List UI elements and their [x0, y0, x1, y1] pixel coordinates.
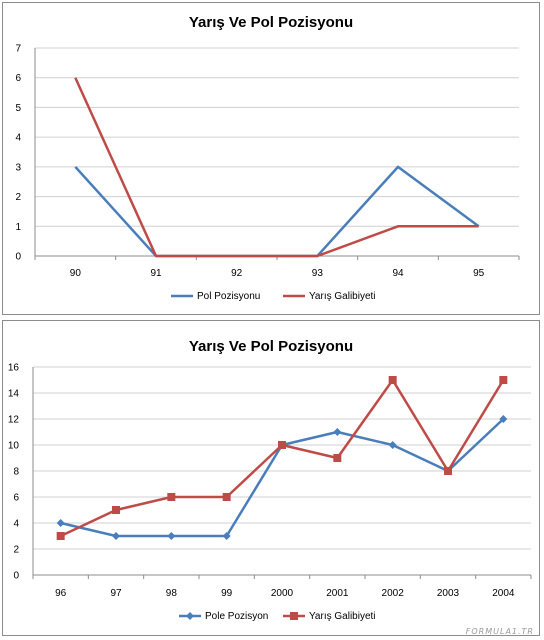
data-point-2	[167, 493, 176, 501]
x-tick-label: 99	[221, 588, 233, 599]
y-tick-label: 4	[15, 133, 21, 144]
x-tick-label: 98	[166, 588, 178, 599]
x-tick-label: 2000	[271, 588, 294, 599]
chart-panel-1: Yarış Ve Pol Pozisyonu 0 1 2 3 4 5 6 7 90 91 92 93 94…	[2, 2, 540, 315]
y-tick-label: 16	[8, 363, 20, 374]
watermark: FORMULA1.TR	[465, 627, 534, 636]
x-tick-label: 96	[55, 588, 67, 599]
legend-label-1: Pole Pozisyon	[205, 611, 268, 622]
x-tick-label: 91	[150, 268, 162, 279]
x-tick-label: 95	[473, 268, 485, 279]
y-tick-label: 2	[15, 192, 21, 203]
data-point-1	[56, 519, 65, 527]
y-tick-label: 0	[13, 571, 19, 582]
legend-marker-2	[290, 612, 298, 620]
data-point-1	[333, 428, 342, 436]
data-point-1	[167, 532, 176, 540]
series-line-2	[74, 77, 479, 258]
y-tick-label: 2	[13, 545, 19, 556]
data-point-2	[222, 493, 231, 501]
y-tick-label: 6	[13, 493, 19, 504]
data-point-1	[388, 441, 397, 449]
y-tick-label: 14	[8, 389, 20, 400]
data-point-1	[499, 415, 508, 423]
y-tick-label: 1	[15, 222, 21, 233]
chart-2: Yarış Ve Pol Pozisyonu 0 2 4 6 8 10 12 14 16 96 97 9…	[8, 338, 532, 622]
y-tick-label: 12	[8, 415, 20, 426]
data-point-2	[112, 506, 120, 514]
y-tick-label: 5	[15, 103, 21, 114]
chart-title: Yarış Ve Pol Pozisyonu	[189, 14, 353, 31]
chart-1: Yarış Ve Pol Pozisyonu 0 1 2 3 4 5 6 7 90 91 92 93 94…	[15, 14, 520, 302]
data-point-2	[333, 454, 342, 462]
y-tick-label: 6	[15, 73, 21, 84]
data-point-2	[499, 376, 508, 384]
x-tick-label: 2004	[492, 588, 515, 599]
y-tick-label: 7	[15, 44, 21, 55]
x-tick-label: 2001	[326, 588, 349, 599]
chart-title: Yarış Ve Pol Pozisyonu	[189, 338, 353, 355]
legend-label-2: Yarış Galibiyeti	[309, 611, 376, 622]
y-tick-label: 10	[8, 441, 20, 452]
y-tick-label: 8	[13, 467, 19, 478]
y-tick-label: 4	[13, 519, 19, 530]
x-tick-label: 2003	[437, 588, 460, 599]
series-line-2	[60, 378, 505, 538]
chart-panel-2: Yarış Ve Pol Pozisyonu 0 2 4 6 8 10 12 14 16 96 97 9…	[2, 320, 540, 636]
x-tick-label: 93	[312, 268, 324, 279]
data-point-2	[56, 532, 65, 540]
legend-marker-1	[186, 612, 194, 620]
series-line-1	[60, 418, 505, 538]
x-tick-label: 90	[70, 268, 82, 279]
x-tick-label: 92	[231, 268, 243, 279]
data-point-1	[222, 532, 231, 540]
y-tick-label: 0	[15, 252, 21, 263]
legend-label-1: Pol Pozisyonu	[197, 291, 260, 302]
data-point-2	[388, 376, 397, 384]
data-point-2	[278, 441, 286, 449]
x-tick-label: 94	[392, 268, 404, 279]
data-point-1	[112, 532, 120, 540]
legend-label-2: Yarış Galibiyeti	[309, 291, 376, 302]
x-tick-label: 2002	[382, 588, 405, 599]
data-point-2	[444, 467, 452, 475]
x-tick-label: 97	[110, 588, 122, 599]
y-tick-label: 3	[15, 162, 21, 173]
